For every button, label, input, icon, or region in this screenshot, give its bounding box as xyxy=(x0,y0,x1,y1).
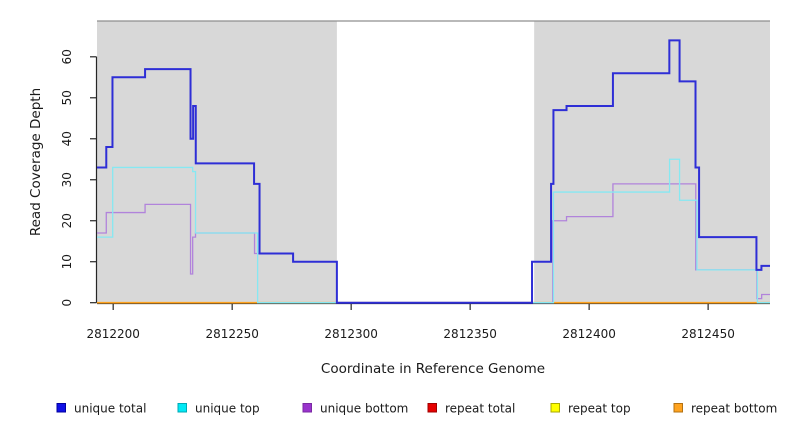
legend-label-repeat-bottom: repeat bottom xyxy=(691,402,777,416)
x-tick-label: 2812450 xyxy=(681,327,734,341)
x-axis-title: Coordinate in Reference Genome xyxy=(321,361,545,377)
right-covered-region xyxy=(534,21,770,303)
legend-swatch-repeat-top xyxy=(550,403,560,413)
left-covered-region xyxy=(97,21,337,303)
x-tick-label: 2812300 xyxy=(324,327,377,341)
x-tick-label: 2812350 xyxy=(443,327,496,341)
legend-swatch-repeat-total xyxy=(427,403,437,413)
x-tick-label: 2812400 xyxy=(562,327,615,341)
legend-swatch-unique-total xyxy=(56,403,66,413)
legend-label-repeat-total: repeat total xyxy=(445,402,515,416)
y-tick-label: 30 xyxy=(60,172,74,187)
x-tick-label: 2812250 xyxy=(205,327,258,341)
y-tick-label: 50 xyxy=(60,90,74,105)
y-tick-label: 20 xyxy=(60,213,74,228)
series-lines xyxy=(97,39,770,304)
y-tick-label: 40 xyxy=(60,131,74,146)
legend-label-unique-top: unique top xyxy=(195,402,260,416)
y-tick-label: 10 xyxy=(60,254,74,269)
x-tick-label: 2812200 xyxy=(86,327,139,341)
legend-label-unique-bottom: unique bottom xyxy=(320,402,408,416)
shaded-regions xyxy=(97,21,770,303)
axes: 2812200 2812250 2812300 2812350 2812400 28124… xyxy=(60,49,770,341)
series-line-unique-top xyxy=(97,158,770,304)
y-axis-title: Read Coverage Depth xyxy=(28,88,44,236)
legend-label-unique-total: unique total xyxy=(74,402,146,416)
chart-legend: unique total unique top unique bottom repea… xyxy=(56,402,777,416)
legend-swatch-repeat-bottom xyxy=(673,403,683,413)
legend-swatch-unique-bottom xyxy=(302,403,312,413)
y-tick-label: 0 xyxy=(60,299,74,307)
legend-label-repeat-top: repeat top xyxy=(568,402,631,416)
y-tick-label: 60 xyxy=(60,49,74,64)
legend-swatch-unique-top xyxy=(177,403,187,413)
series-line-unique-total xyxy=(97,39,770,304)
